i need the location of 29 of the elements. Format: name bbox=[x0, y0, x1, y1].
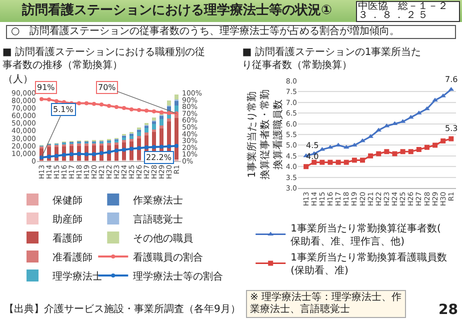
data-label: 5.3 bbox=[445, 124, 458, 133]
text: 訪問看護ステーションにおける理学療法士等の状況① bbox=[22, 3, 332, 19]
legend-label: 言語聴覚士 bbox=[133, 213, 184, 226]
legend-label: 1事業所当たり常勤換算看護職員数(保助看、准) bbox=[290, 252, 447, 277]
legend-label: 保健師 bbox=[52, 194, 83, 206]
legend-label: 看護職員の割合 bbox=[133, 251, 204, 264]
y-axis-title: （人） bbox=[3, 74, 33, 85]
legend-label: 1事業所当たり常勤換算従事者数(保助看、准、理作言、他) bbox=[290, 222, 441, 248]
legend-label: その他の職員 bbox=[133, 232, 194, 244]
legend-label: 理学療法士等の割合 bbox=[133, 270, 224, 282]
text: ※ 理学療法士等：理学療法士、作業療法士、言語聴覚士 bbox=[246, 290, 406, 318]
text: ○ 訪問看護ステーションの従事者数のうち、理学療法士等が占める割合が増加傾向。 bbox=[6, 25, 456, 39]
data-label: 5.1% bbox=[53, 105, 74, 114]
data-label: 4.5 bbox=[306, 141, 319, 150]
data-label: 70% bbox=[98, 83, 116, 92]
text: 28 bbox=[438, 302, 458, 318]
data-label: 91% bbox=[37, 83, 56, 92]
data-label: 22.2% bbox=[146, 153, 172, 162]
text: 中医協 総－１－２ bbox=[356, 1, 460, 12]
chart-title: ■ 訪問看護ステーションにおける職種別の従事者数の推移（常勤換算） bbox=[2, 46, 206, 71]
y-axis-title: 1事業所当たり常勤換算従事者数・常勤換算看護職員数 bbox=[246, 90, 284, 180]
chart-title: ■ 訪問看護ステーションの1事業所当たり従事者数（常勤換算） bbox=[242, 46, 422, 71]
legend-label: 助産師 bbox=[52, 213, 83, 226]
data-label: 7.6 bbox=[445, 75, 458, 84]
text: ３．８．２５ bbox=[356, 10, 460, 22]
legend-label: 准看護師 bbox=[52, 251, 93, 264]
legend-label: 作業療法士 bbox=[132, 194, 184, 206]
legend-label: 看護師 bbox=[52, 232, 83, 244]
text: 【出典】介護サービス施設・事業所調査（各年9月） bbox=[4, 304, 240, 316]
